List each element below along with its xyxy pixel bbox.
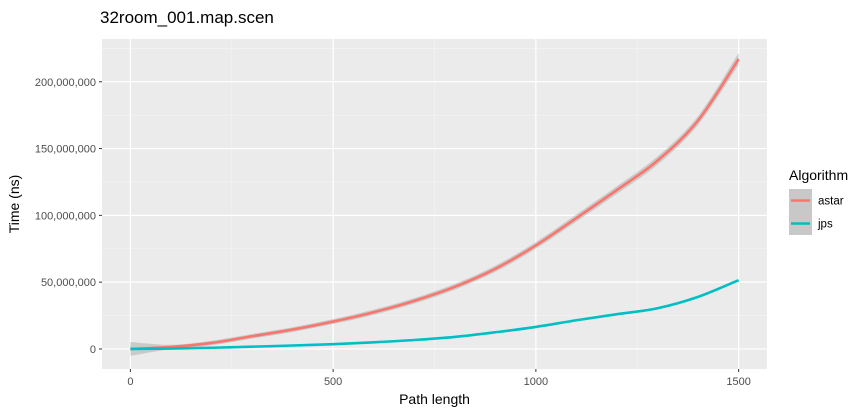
chart-title: 32room_001.map.scen — [100, 8, 274, 27]
y-tick-label: 100,000,000 — [35, 210, 96, 222]
y-tick-label: 150,000,000 — [35, 144, 96, 156]
x-tick-label: 500 — [324, 376, 342, 388]
legend-label-astar: astar — [818, 196, 844, 208]
series-lines — [130, 58, 740, 351]
series-line-jps — [130, 278, 740, 351]
x-tick-label: 1500 — [726, 376, 750, 388]
legend-title: Algorithm — [789, 167, 848, 183]
x-tick-label: 0 — [127, 376, 133, 388]
x-tick-label: 1000 — [524, 376, 548, 388]
y-tick-label: 50,000,000 — [41, 277, 96, 289]
y-tick-label: 0 — [90, 344, 96, 356]
grid-major — [102, 39, 767, 369]
legend-label-jps: jps — [817, 219, 833, 231]
legend: Algorithm astar jps — [789, 167, 848, 235]
series-line-astar — [130, 58, 740, 351]
x-axis: 0 500 1000 1500 — [127, 369, 751, 388]
x-axis-title: Path length — [399, 391, 470, 407]
y-tick-label: 200,000,000 — [35, 77, 96, 89]
y-axis-title: Time (ns) — [6, 175, 22, 234]
y-axis: 0 50,000,000 100,000,000 150,000,000 200,000… — [35, 77, 102, 356]
grid-minor — [102, 39, 767, 369]
